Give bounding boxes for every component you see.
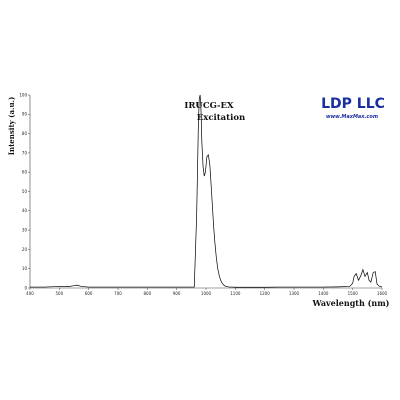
- chart-title: IRUCG-EX: [184, 101, 234, 111]
- x-tick-label: 500: [56, 291, 64, 296]
- series-line: [30, 94, 383, 288]
- x-tick-label: 1400: [318, 291, 329, 296]
- y-axis-ticks: 0 10 20 30 40 50 60 70 80 90 100: [19, 92, 30, 290]
- y-tick-label: 50: [22, 189, 28, 194]
- logo-url: www.MaxMax.com: [326, 114, 378, 120]
- y-tick-label: 70: [22, 150, 28, 155]
- x-tick-label: 1100: [230, 291, 241, 296]
- y-tick-label: 40: [22, 208, 28, 213]
- x-tick-label: 400: [26, 291, 34, 296]
- x-tick-label: 1200: [260, 291, 271, 296]
- logo-name: LDP LLC: [321, 96, 385, 112]
- x-tick-label: 1600: [377, 291, 388, 296]
- y-tick-label: 30: [22, 228, 28, 233]
- x-tick-label: 1500: [348, 291, 359, 296]
- x-tick-label: 600: [85, 291, 93, 296]
- y-tick-label: 100: [19, 92, 27, 97]
- x-axis-label: Wavelength (nm): [312, 298, 390, 308]
- y-tick-label: 20: [22, 247, 28, 252]
- x-tick-label: 1300: [289, 291, 300, 296]
- y-tick-label: 0: [24, 285, 27, 290]
- chart-subtitle: Excitation: [197, 113, 245, 123]
- y-tick-label: 10: [22, 266, 28, 271]
- x-axis-ticks: 400 500 600 700 800 900 1000 1100 1200 1300 1400 15…: [26, 288, 388, 296]
- x-tick-label: 800: [144, 291, 152, 296]
- x-tick-label: 1000: [201, 291, 212, 296]
- axes: [29, 95, 382, 289]
- y-tick-label: 60: [22, 170, 28, 175]
- x-tick-label: 700: [114, 291, 122, 296]
- y-tick-label: 80: [22, 131, 28, 136]
- y-tick-label: 90: [22, 112, 28, 117]
- x-tick-label: 900: [173, 291, 181, 296]
- y-axis-label: Intensity (a.u.): [7, 97, 16, 156]
